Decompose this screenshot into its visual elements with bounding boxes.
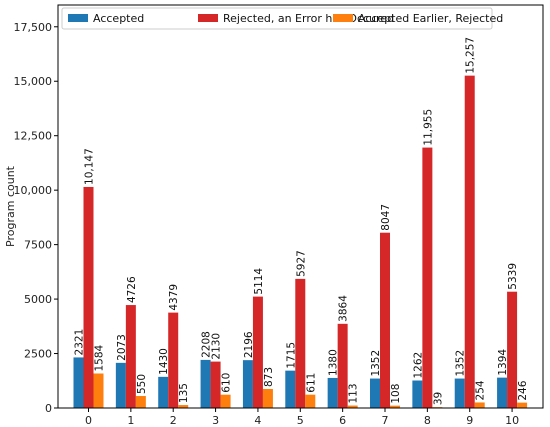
data-label: 1715 [285,342,297,369]
bar-accepted [73,357,84,408]
bar-accepted-earlier-rejected [178,405,189,408]
data-label: 2130 [211,333,223,360]
bar-accepted [370,378,381,408]
bar-accepted-earlier-rejected [347,405,358,408]
data-label: 15,257 [465,37,477,74]
data-label: 1352 [370,350,382,377]
bar-rejected-error [295,278,306,408]
bar-accepted-earlier-rejected [135,396,146,408]
data-label: 4379 [168,284,180,311]
y-axis-title: Program count [4,165,17,247]
y-tick-label: 5000 [24,293,52,306]
bar-accepted [242,360,253,408]
bar-accepted-earlier-rejected [220,394,231,408]
x-tick-label: 1 [127,414,134,427]
bar-accepted [200,359,211,408]
data-label: 3864 [338,295,350,322]
bar-rejected-error [252,296,263,408]
bar-rejected-error [337,323,348,408]
data-label: 4726 [126,276,138,303]
legend-box [61,7,493,30]
data-label: 550 [136,374,148,394]
data-label: 611 [305,373,317,393]
x-tick-label: 0 [85,414,92,427]
data-label: 1380 [328,349,340,376]
data-label: 5927 [295,250,307,277]
bar-accepted-earlier-rejected [93,373,104,408]
data-label: 135 [178,383,190,403]
y-tick-label: 12,500 [14,130,53,143]
plot-frame [57,4,544,409]
x-tick-label: 6 [339,414,346,427]
bar-accepted [158,376,169,408]
plot-area: Program count025005000750010,00012,50015… [4,4,544,427]
y-tick-label: 7500 [24,239,52,252]
y-tick-label: 17,500 [14,21,53,34]
bar-rejected-error [210,361,221,408]
data-label: 2208 [201,331,213,358]
bar-accepted-earlier-rejected [262,388,273,408]
legend-swatch [198,14,218,22]
bar-accepted [327,377,338,408]
bar-accepted [412,380,423,408]
data-label: 1584 [93,344,105,371]
x-tick-label: 9 [466,414,473,427]
bar-accepted-earlier-rejected [517,402,528,408]
data-label: 108 [390,384,402,404]
data-label: 11,955 [422,109,434,146]
bar-accepted-earlier-rejected [474,402,485,408]
bar-accepted-earlier-rejected [305,394,316,408]
data-label: 2196 [243,331,255,358]
data-label: 8047 [380,204,392,231]
bar-rejected-error [83,186,94,408]
data-label: 5339 [507,263,519,290]
x-tick-label: 7 [382,414,389,427]
legend-swatch [68,14,88,22]
y-tick-label: 0 [45,402,52,415]
bar-rejected-error [380,232,391,408]
data-label: 113 [348,383,360,403]
bar-accepted [115,362,126,408]
legend-label: Accepted [93,12,144,25]
data-label: 39 [432,392,444,405]
legend-label: Accepted Earlier, Rejected [358,12,503,25]
data-label: 1430 [158,348,170,375]
data-label: 1352 [455,350,467,377]
bar-rejected-error [422,147,433,408]
data-label: 5114 [253,268,265,295]
bar-accepted [454,378,465,408]
bar-accepted [497,377,508,408]
bar-rejected-error [125,305,136,408]
bar-rejected-error [464,75,475,409]
data-label: 1394 [497,349,509,376]
data-label: 2321 [73,329,85,356]
bar-rejected-error [507,291,518,408]
x-tick-label: 3 [212,414,219,427]
x-tick-label: 10 [505,414,519,427]
data-label: 1262 [412,352,424,379]
bar-accepted-earlier-rejected [390,405,401,408]
bar-accepted [285,370,296,408]
data-label: 10,147 [83,148,95,185]
data-label: 2073 [116,334,128,361]
x-tick-label: 5 [297,414,304,427]
x-tick-label: 8 [424,414,431,427]
y-tick-label: 10,000 [14,184,53,197]
y-tick-label: 2500 [24,348,52,361]
x-tick-label: 4 [254,414,261,427]
y-tick-label: 15,000 [14,75,53,88]
legend-swatch [333,14,353,22]
x-tick-label: 2 [170,414,177,427]
data-label: 246 [517,380,529,400]
data-label: 254 [475,380,487,400]
data-label: 610 [221,373,233,393]
bar-rejected-error [168,312,179,408]
data-label: 873 [263,367,275,387]
